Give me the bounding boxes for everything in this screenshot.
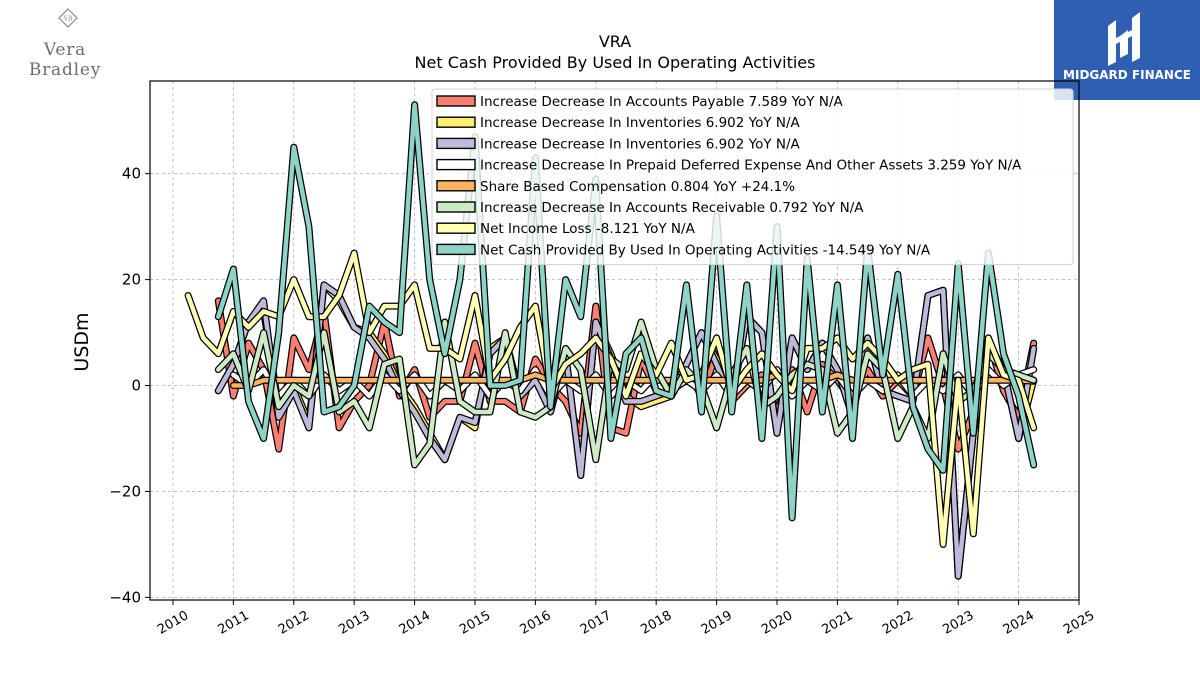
legend-entry: Net Income Loss -8.121 YoY N/A bbox=[436, 221, 696, 237]
y-axis-label: USDm bbox=[71, 312, 93, 371]
series-line-3 bbox=[214, 281, 1038, 580]
x-tick-label: 2013 bbox=[336, 608, 372, 638]
legend-label: Share Based Compensation 0.804 YoY +24.1… bbox=[480, 179, 795, 195]
legend-swatch bbox=[436, 116, 476, 128]
x-tick-label: 2014 bbox=[397, 608, 433, 638]
x-tick-label: 2019 bbox=[699, 608, 735, 638]
y-tick-label: −20 bbox=[109, 482, 141, 500]
legend-entry: Share Based Compensation 0.804 YoY +24.1… bbox=[436, 179, 795, 195]
x-tick-label: 2023 bbox=[940, 608, 976, 638]
y-tick-label: 20 bbox=[122, 271, 141, 289]
legend-entry: Increase Decrease In Prepaid Deferred Ex… bbox=[436, 158, 1022, 174]
x-tick-label: 2022 bbox=[880, 608, 916, 638]
x-tick-label: 2021 bbox=[820, 608, 856, 638]
x-tick-label: 2024 bbox=[1001, 608, 1037, 638]
series-stroke bbox=[216, 102, 1036, 521]
legend-label: Increase Decrease In Accounts Payable 7.… bbox=[480, 94, 843, 110]
x-tick-label: 2011 bbox=[216, 608, 252, 638]
legend-entry: Increase Decrease In Accounts Payable 7.… bbox=[436, 94, 843, 110]
vera-bradley-monogram-icon: VB bbox=[58, 8, 78, 28]
legend-swatch bbox=[436, 222, 476, 234]
legend-entry: Increase Decrease In Accounts Receivable… bbox=[436, 200, 864, 216]
series-line-8 bbox=[214, 101, 1038, 522]
legend-label: Increase Decrease In Accounts Receivable… bbox=[480, 200, 864, 216]
series-layer bbox=[184, 101, 1038, 580]
legend-swatch bbox=[436, 180, 476, 192]
y-tick-label: 0 bbox=[131, 377, 141, 395]
svg-text:VB: VB bbox=[63, 16, 73, 23]
legend-swatch bbox=[436, 201, 476, 213]
y-tick-label: 40 bbox=[122, 165, 141, 183]
x-tick-label: 2025 bbox=[1061, 608, 1097, 638]
x-tick-label: 2020 bbox=[759, 608, 795, 638]
legend-label: Net Cash Provided By Used In Operating A… bbox=[480, 242, 931, 258]
x-tick-label: 2018 bbox=[638, 608, 674, 638]
vera-bradley-wordmark: Vera Bradley bbox=[28, 40, 102, 80]
x-tick-label: 2015 bbox=[457, 608, 493, 638]
legend-label: Increase Decrease In Prepaid Deferred Ex… bbox=[480, 158, 1022, 174]
legend-swatch bbox=[436, 137, 476, 150]
series-stroke bbox=[216, 282, 1036, 579]
legend-entry: Net Cash Provided By Used In Operating A… bbox=[436, 242, 931, 258]
legend-box bbox=[431, 88, 1074, 266]
legend-entry: Increase Decrease In Inventories 6.902 Y… bbox=[436, 136, 801, 152]
x-tick-label: 2016 bbox=[518, 608, 554, 638]
chart-subtitle: Net Cash Provided By Used In Operating A… bbox=[415, 53, 816, 72]
midgard-finance-wordmark: MIDGARD FINANCE bbox=[1063, 68, 1191, 82]
legend: Increase Decrease In Accounts Payable 7.… bbox=[431, 88, 1074, 266]
midgard-emblem-icon bbox=[1108, 12, 1140, 66]
legend-label: Increase Decrease In Inventories 6.902 Y… bbox=[480, 136, 801, 152]
vera-bradley-logo: VB Vera Bradley bbox=[6, 6, 124, 80]
legend-label: Increase Decrease In Inventories 6.902 Y… bbox=[480, 115, 801, 131]
y-tick-label: −40 bbox=[109, 588, 141, 606]
legend-swatch bbox=[436, 243, 476, 256]
x-tick-label: 2017 bbox=[578, 608, 614, 638]
plot-frame bbox=[149, 80, 1080, 601]
series-stroke bbox=[185, 250, 1036, 547]
legend-label: Net Income Loss -8.121 YoY N/A bbox=[480, 221, 696, 237]
x-tick-label: 2010 bbox=[155, 608, 191, 638]
x-tick-label: 2012 bbox=[276, 608, 312, 638]
legend-entry: Increase Decrease In Inventories 6.902 Y… bbox=[436, 115, 801, 131]
legend-swatch bbox=[436, 95, 476, 107]
series-line-7 bbox=[184, 249, 1038, 548]
legend-swatch bbox=[436, 158, 476, 171]
chart-title: VRA bbox=[599, 32, 631, 51]
midgard-finance-logo: MIDGARD FINANCE bbox=[1054, 0, 1200, 100]
